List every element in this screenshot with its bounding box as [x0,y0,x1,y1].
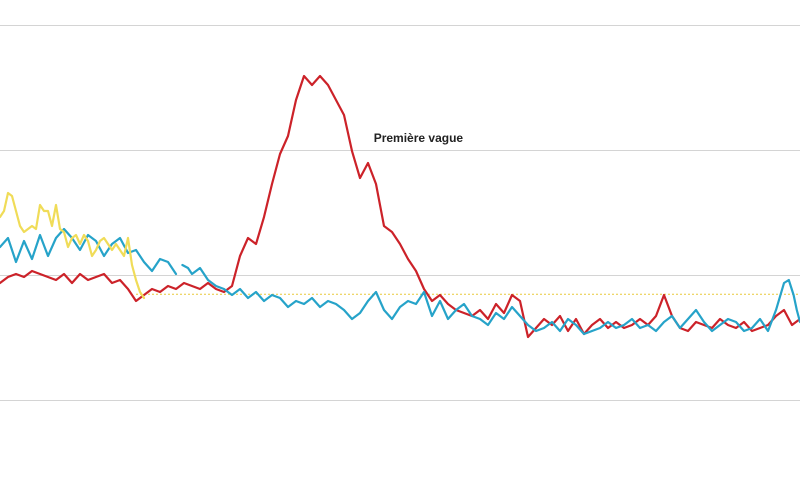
series-1-line-1 [181,263,800,336]
grid-layer [0,25,800,401]
series-2-line-0 [0,191,146,300]
annotation-layer: Première vague [374,131,464,145]
series-0-line-0 [0,74,800,339]
series-layer [0,74,800,339]
series-1-line-0 [0,227,178,276]
annotation-label: Première vague [374,131,464,145]
